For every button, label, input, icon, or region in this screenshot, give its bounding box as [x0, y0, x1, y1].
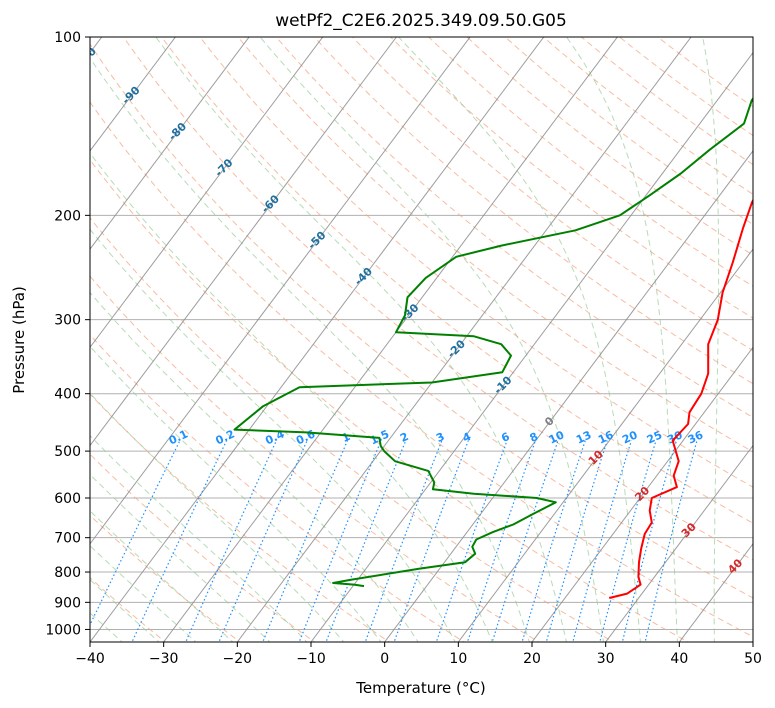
mixing-ratio-line — [644, 440, 698, 642]
mixing-ratio-line — [131, 440, 228, 642]
dry-adiabat — [90, 275, 540, 642]
dry-adiabat — [275, 37, 753, 418]
isotherm — [752, 641, 753, 642]
y-tick-label: 200 — [54, 208, 81, 224]
plot-background — [90, 37, 753, 642]
y-tick-label: 800 — [54, 565, 81, 581]
dry-adiabat — [122, 37, 753, 561]
mixing-ratio-line — [262, 440, 349, 642]
pressure-gridlines — [90, 37, 753, 630]
isotherm — [457, 248, 753, 642]
y-tick-label: 500 — [54, 444, 81, 460]
y-tick-label: 900 — [54, 595, 81, 611]
dry-adiabat — [90, 101, 753, 638]
moist-adiabat — [90, 57, 530, 642]
chart-title: wetPf2_C2E6.2025.349.09.50.G05 — [275, 11, 567, 31]
y-tick-label: 400 — [54, 387, 81, 403]
moist-adiabat — [90, 473, 271, 642]
x-tick-label: −20 — [223, 651, 253, 667]
mixing-ratio-line — [298, 440, 382, 642]
moist-adiabat — [259, 37, 605, 642]
dry-adiabat — [90, 43, 753, 599]
mixing-ratio-label: 36 — [686, 428, 706, 446]
mixing-ratio-line — [491, 440, 559, 642]
mixing-ratio-line — [599, 440, 657, 642]
moist-adiabat — [702, 37, 720, 642]
moist-adiabat — [90, 392, 345, 642]
moist-adiabat — [90, 228, 456, 642]
isotherm — [90, 37, 177, 152]
mixing-ratio-label: 13 — [574, 428, 593, 446]
x-tick-label: 0 — [380, 651, 389, 667]
moist-adiabat — [90, 578, 160, 642]
y-tick-label: 700 — [54, 531, 81, 547]
mixing-ratio-label: 25 — [645, 428, 664, 446]
x-tick-label: 20 — [523, 651, 541, 667]
isotherm — [90, 37, 471, 545]
dry-adiabat — [90, 393, 391, 642]
temperature-profile-line — [608, 198, 753, 599]
y-tick-label: 100 — [54, 30, 81, 46]
y-tick-label: 300 — [54, 313, 81, 329]
isotherm — [236, 37, 692, 642]
isotherm — [90, 37, 545, 642]
dry-adiabat — [90, 453, 316, 642]
moist-adiabat — [90, 345, 382, 642]
isotherm — [384, 150, 753, 642]
x-tick-label: 50 — [744, 651, 762, 667]
isotherm — [90, 37, 398, 447]
mixing-ratio-line — [466, 440, 536, 642]
plot-frame — [89, 36, 754, 643]
moist-adiabat — [90, 545, 197, 642]
mixing-ratio-label: 10 — [547, 428, 567, 446]
y-axis: 100 200 300 400 500 600 700 800 900 1000 — [45, 30, 90, 638]
isotherm — [310, 51, 753, 642]
moist-adiabat — [155, 37, 568, 642]
moist-adiabat — [398, 37, 642, 642]
isotherm — [531, 346, 753, 642]
plot-area: -100-90-80-70-60-50-40-30-20-10010203040… — [90, 37, 753, 642]
dry-adiabats — [90, 37, 753, 642]
x-tick-label: 30 — [597, 651, 615, 667]
isotherm — [90, 37, 324, 349]
x-tick-label: 40 — [670, 651, 688, 667]
dry-adiabat — [90, 159, 690, 642]
mixing-ratio-label: 20 — [620, 428, 640, 446]
dry-adiabat — [161, 37, 753, 524]
y-tick-label: 1000 — [45, 622, 81, 638]
x-tick-label: 10 — [449, 651, 467, 667]
profiles — [233, 96, 753, 599]
isotherm — [605, 444, 753, 642]
x-tick-label: −30 — [149, 651, 179, 667]
moist-adiabat — [90, 291, 419, 642]
mixing-ratio-line — [325, 440, 407, 642]
mixing-ratio-line — [621, 440, 677, 642]
x-tick-label: −40 — [75, 651, 105, 667]
dry-adiabat — [313, 37, 753, 385]
mixing-ratio-line — [572, 440, 632, 642]
moist-adiabat — [90, 510, 234, 642]
dry-adiabat — [351, 37, 753, 352]
mixing-ratio-lines — [90, 440, 698, 642]
mixing-ratio-label: 16 — [596, 428, 616, 446]
y-axis-title: Pressure (hPa) — [10, 286, 28, 394]
isotherm — [163, 37, 619, 642]
isotherm — [90, 37, 250, 250]
x-axis-title: Temperature (°C) — [355, 679, 485, 697]
y-tick-label: 600 — [54, 491, 81, 507]
isotherms — [90, 37, 753, 642]
x-tick-label: −10 — [296, 651, 326, 667]
dewpoint-profile-line — [233, 96, 753, 588]
moist-adiabat — [90, 152, 493, 642]
x-axis: −40 −30 −20 −10 0 10 20 30 40 50 — [75, 642, 762, 667]
